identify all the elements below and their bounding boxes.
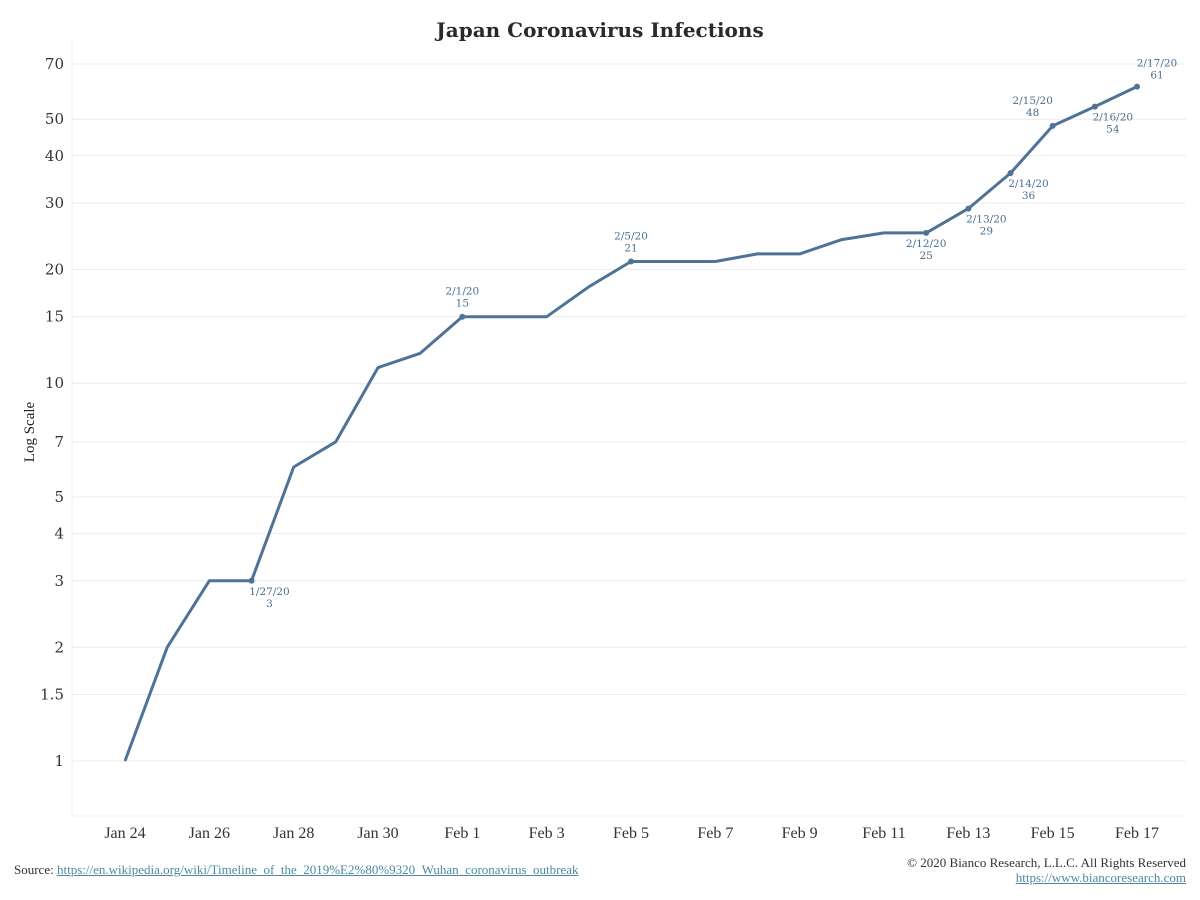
annotation-value: 54 <box>1106 124 1120 136</box>
data-marker <box>1134 83 1140 90</box>
annotation-date: 2/13/20 <box>966 214 1006 226</box>
source-link[interactable]: https://en.wikipedia.org/wiki/Timeline_o… <box>56 862 579 877</box>
annotation-date: 2/17/20 <box>1137 58 1177 70</box>
y-tick-label: 5 <box>54 488 64 506</box>
annotation-date: 2/1/20 <box>445 286 479 298</box>
website-link[interactable]: https://www.biancoresearch.com <box>1015 870 1186 885</box>
x-tick-label: Jan 30 <box>357 825 398 842</box>
y-tick-labels: 1 1.5 2 3 4 5 7 10 15 20 30 40 50 70 <box>40 55 64 770</box>
data-marker <box>248 577 255 584</box>
annotation-value: 3 <box>266 598 273 610</box>
annotation-value: 61 <box>1150 70 1163 82</box>
data-marker <box>1049 122 1056 129</box>
y-tick-label: 30 <box>45 194 64 212</box>
annotation-date: 1/27/20 <box>249 586 289 598</box>
copyright-text: © 2020 Bianco Research, L.L.C. All Right… <box>907 855 1186 870</box>
y-tick-label: 1.5 <box>40 685 64 703</box>
annotation-value: 48 <box>1026 107 1039 119</box>
data-marker <box>628 258 634 265</box>
x-tick-label: Feb 13 <box>946 825 990 842</box>
data-marker <box>459 313 466 320</box>
chart-title: Japan Coronavirus Infections <box>434 18 763 42</box>
x-tick-label: Jan 26 <box>189 825 230 842</box>
y-tick-label: 50 <box>45 110 64 128</box>
annotation-date: 2/14/20 <box>1008 178 1048 190</box>
copyright-footer: © 2020 Bianco Research, L.L.C. All Right… <box>907 855 1186 885</box>
x-tick-label: Feb 1 <box>444 825 480 842</box>
annotation-value: 29 <box>980 226 993 238</box>
y-tick-label: 4 <box>54 525 64 543</box>
y-tick-label: 1 <box>54 752 64 770</box>
x-tick-label: Feb 5 <box>613 825 649 842</box>
data-marker <box>1091 103 1098 110</box>
annotation-value: 21 <box>624 243 637 255</box>
annotation-date: 2/16/20 <box>1093 112 1133 124</box>
x-tick-label: Feb 17 <box>1115 825 1159 842</box>
y-tick-label: 3 <box>54 572 64 590</box>
series-line-japan <box>123 85 1138 762</box>
source-footer: Source: https://en.wikipedia.org/wiki/Ti… <box>14 862 579 878</box>
x-tick-label: Feb 3 <box>529 825 565 842</box>
y-tick-label: 20 <box>45 261 64 279</box>
y-axis-label: Log Scale <box>22 401 38 462</box>
data-marker <box>965 205 972 212</box>
x-tick-label: Feb 7 <box>697 825 733 842</box>
data-marker <box>1007 170 1014 177</box>
annotation-date: 2/12/20 <box>906 238 946 250</box>
annotation-value: 25 <box>919 250 932 262</box>
y-tick-label: 70 <box>45 55 64 73</box>
y-tick-label: 10 <box>45 374 64 392</box>
annotation-value: 36 <box>1022 190 1036 202</box>
y-tick-label: 7 <box>54 433 64 451</box>
annotation-date: 2/5/20 <box>614 231 648 243</box>
y-tick-label: 40 <box>45 147 64 165</box>
x-tick-label: Feb 9 <box>782 825 818 842</box>
x-tick-label: Feb 11 <box>862 825 905 842</box>
annotation-date: 2/15/20 <box>1012 95 1052 107</box>
y-tick-label: 15 <box>45 308 64 326</box>
x-tick-label: Jan 24 <box>104 825 145 842</box>
annotation-value: 15 <box>456 298 469 310</box>
gridlines <box>72 63 1186 762</box>
x-tick-labels: Jan 24 Jan 26 Jan 28 Jan 30 Feb 1 Feb 3 Feb 5 F… <box>104 825 1159 842</box>
x-tick-label: Feb 15 <box>1031 825 1075 842</box>
y-tick-label: 2 <box>54 638 64 656</box>
data-marker <box>923 229 930 236</box>
source-label: Source: <box>14 862 54 877</box>
data-markers <box>248 83 1140 584</box>
x-tick-label: Jan 28 <box>273 825 314 842</box>
